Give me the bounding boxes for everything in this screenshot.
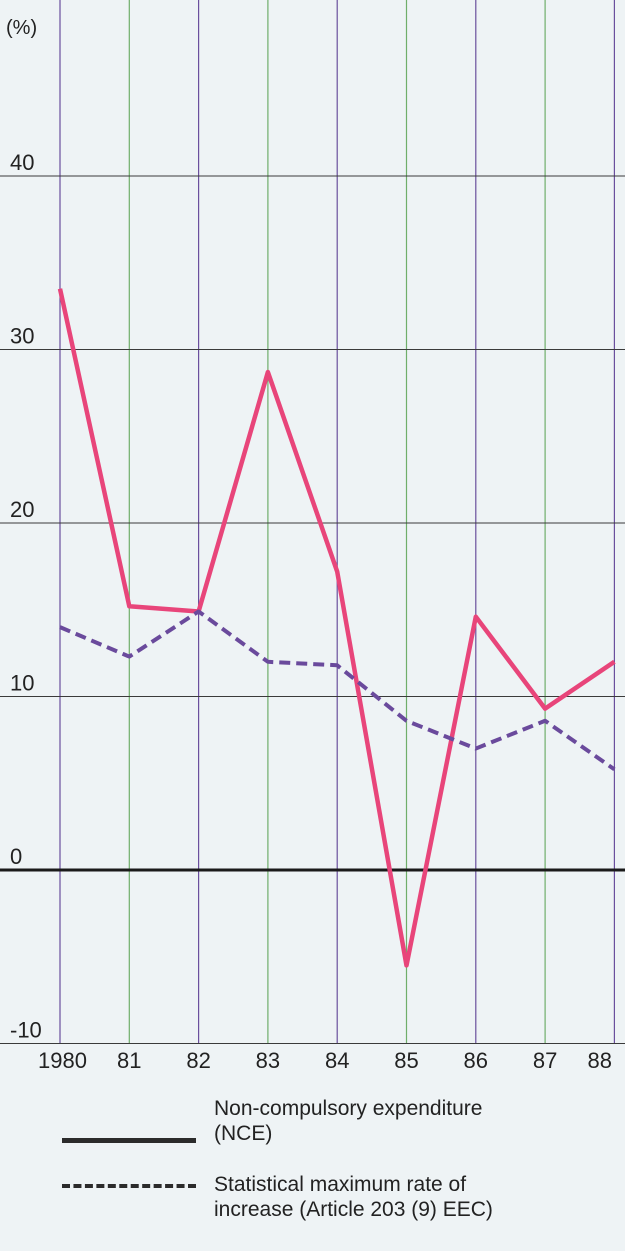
y-tick-label: 30 <box>10 324 34 349</box>
x-tick-label: 86 <box>464 1048 488 1073</box>
nce-data-point <box>543 707 547 711</box>
stat-data-point <box>197 609 201 613</box>
legend-stat-label: Statistical maximum rate of increase (Ar… <box>214 1173 493 1221</box>
x-tick-label: 82 <box>186 1048 210 1073</box>
legend-nce-swatch <box>62 1138 196 1143</box>
stat-data-point <box>335 663 339 667</box>
x-tick-label: 85 <box>394 1048 418 1073</box>
nce-data-point <box>266 370 270 374</box>
stat-data-point <box>405 719 409 723</box>
grid <box>0 0 625 1044</box>
y-tick-label: -10 <box>10 1018 42 1043</box>
nce-data-point <box>405 963 409 967</box>
nce-data-point <box>335 570 339 574</box>
nce-data-point <box>127 604 131 608</box>
stat-data-point <box>58 625 62 629</box>
x-tick-label: 1980 <box>38 1048 87 1073</box>
x-tick-label: 87 <box>533 1048 557 1073</box>
stat-data-point <box>266 660 270 664</box>
stat-data-point <box>543 719 547 723</box>
stat-data-point <box>474 747 478 751</box>
stat-data-point <box>612 767 616 771</box>
y-tick-label: 20 <box>10 497 34 522</box>
nce-data-point <box>612 660 616 664</box>
legend-nce-label: Non-compulsory expenditure (NCE) <box>214 1097 483 1145</box>
x-tick-label: 88 <box>588 1048 612 1073</box>
stat-data-point <box>127 655 131 659</box>
x-tick-label: 81 <box>117 1048 141 1073</box>
y-tick-label: 40 <box>10 150 34 175</box>
series-nce-line <box>57 288 616 968</box>
y-axis-unit-label: (%) <box>6 17 37 39</box>
x-tick-label: 84 <box>325 1048 349 1073</box>
y-tick-label: 10 <box>10 671 34 696</box>
x-tick-label: 83 <box>256 1048 280 1073</box>
tick-labels: (%) 40 30 20 10 0 -10 1980 81 82 83 84 85 86 87 88 <box>6 17 612 1073</box>
series-stat-line <box>59 609 616 772</box>
legend-stat-swatch <box>62 1184 196 1188</box>
nce-data-point <box>58 287 62 291</box>
nce-data-point <box>474 615 478 619</box>
y-tick-label: 0 <box>10 844 22 869</box>
series-group <box>57 287 616 968</box>
